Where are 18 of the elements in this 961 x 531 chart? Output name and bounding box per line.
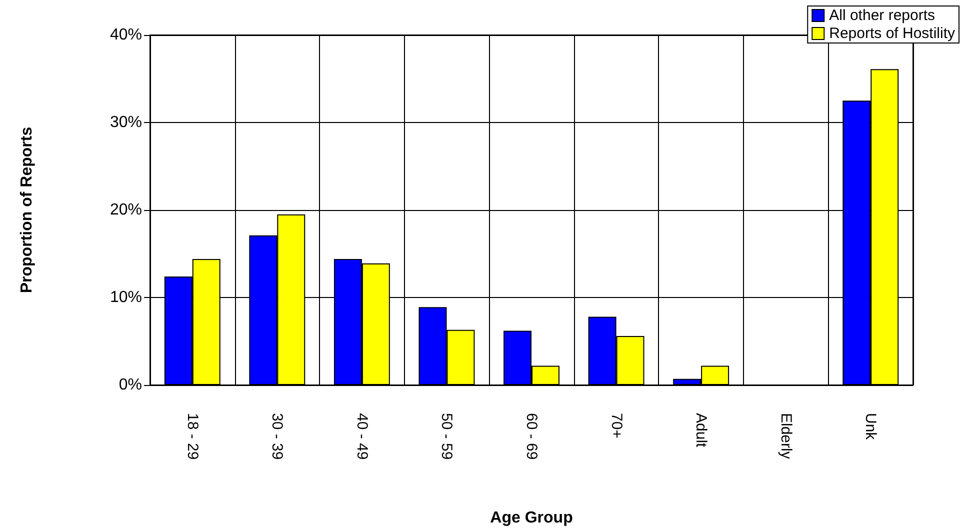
y-tick-label: 20% — [110, 202, 142, 218]
x-tick-label: 70+ — [608, 413, 625, 439]
y-tick-label: 30% — [110, 114, 142, 131]
y-tick-label: 10% — [110, 289, 142, 306]
x-tick-label: 50 - 59 — [438, 413, 456, 460]
x-tick-label: 60 - 69 — [523, 413, 540, 460]
y-tick-label: 0% — [118, 376, 142, 394]
x-tick-label: 18 - 29 — [184, 413, 201, 460]
x-axis-title: Age Group — [490, 510, 574, 526]
legend-label: Reports of Hostility — [829, 25, 956, 42]
y-axis-title: Proportion of Reports — [18, 126, 36, 294]
x-tick-label: Elderly — [777, 413, 794, 460]
x-tick-label: 30 - 39 — [268, 413, 286, 460]
x-tick-label: 40 - 49 — [353, 413, 370, 460]
x-tick-label: Adult — [692, 413, 710, 448]
legend-label: All other reports — [829, 7, 936, 24]
x-tick-label: Unk — [862, 413, 880, 440]
y-tick-label: 40% — [110, 26, 142, 44]
